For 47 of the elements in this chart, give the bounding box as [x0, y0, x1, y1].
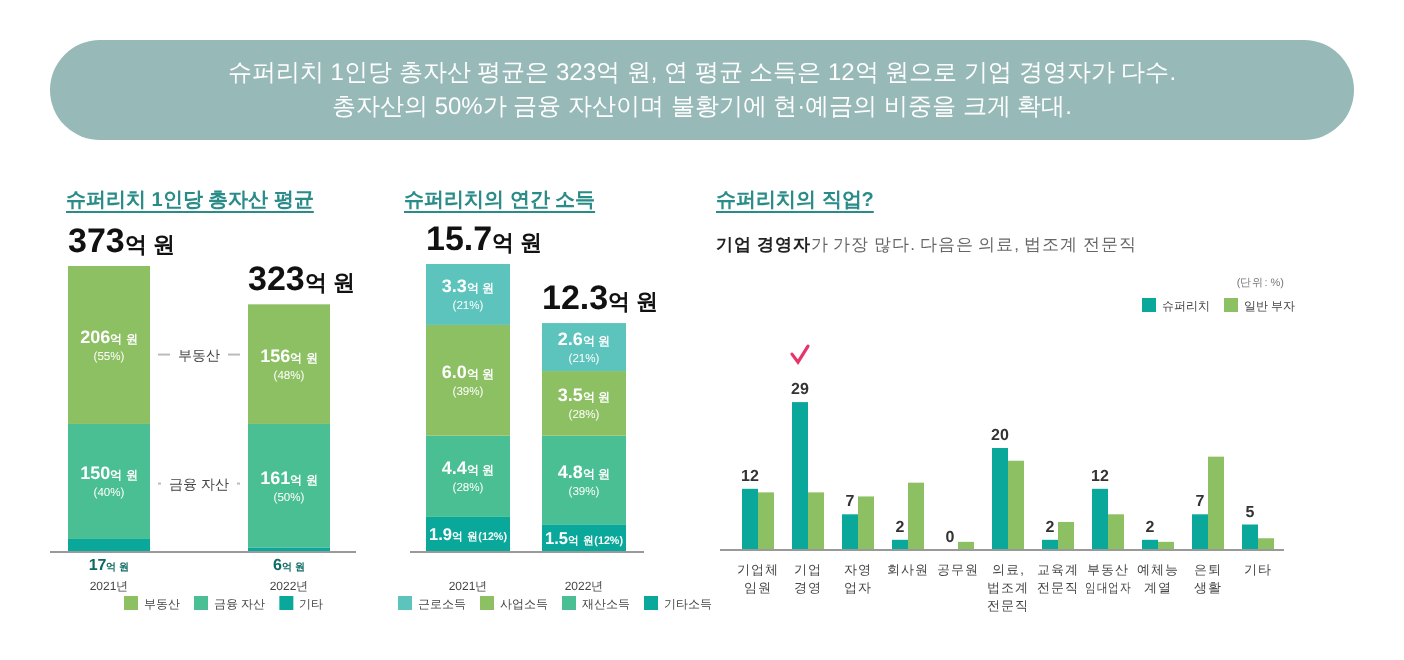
bar: [1108, 514, 1124, 550]
bar: [68, 266, 150, 424]
bar: [1258, 538, 1274, 550]
chart-title: 슈퍼리치의 연간 소득: [404, 190, 596, 212]
total-label: 323억 원: [248, 260, 355, 299]
bar: [1242, 524, 1258, 550]
total-label: 12.3억 원: [542, 279, 659, 318]
bar: [542, 435, 626, 525]
bar: [68, 538, 150, 552]
bar: [808, 492, 824, 550]
data-label: 7: [1195, 492, 1206, 511]
bar: [842, 514, 858, 550]
data-label: 2: [895, 517, 906, 536]
bar: [742, 488, 758, 550]
bar: [1208, 456, 1224, 550]
data-label: 2: [1045, 517, 1056, 536]
bar: [68, 423, 150, 539]
bar: [248, 423, 330, 548]
chart-title: 슈퍼리치 1인당 총자산 평균: [66, 190, 314, 212]
bar: [1092, 488, 1108, 550]
data-label: 0: [945, 528, 956, 546]
text: 슈퍼리치 1인당 총자산 평균은 323억 원, 연 평균 소득은 12억 원으로 기업 경영자가 다수.: [227, 58, 1177, 86]
chart-title: 슈퍼리치의 직업?: [716, 190, 874, 212]
data-label: 12: [1091, 466, 1110, 485]
bar: [248, 304, 330, 424]
bar: [1058, 521, 1074, 550]
bar: [992, 448, 1008, 550]
data-label: 20: [991, 426, 1010, 444]
bar: [542, 371, 626, 436]
bar: [858, 496, 874, 550]
chart-subtitle: 기업 경영자가 가장 많다. 다음은 의료, 법조계 전문직: [716, 234, 1137, 254]
data-label: 29: [791, 380, 810, 399]
bar: [758, 492, 774, 550]
data-label: 5: [1245, 502, 1256, 521]
bar: [908, 482, 924, 550]
data-label: 7: [845, 492, 856, 511]
data-label: 2: [1145, 517, 1156, 536]
bar: [1192, 514, 1208, 550]
bar: [426, 324, 510, 436]
bar: [426, 435, 510, 517]
total-label: 15.7억 원: [426, 220, 543, 258]
bar: [1008, 460, 1024, 550]
bar: [792, 402, 808, 550]
total-label: 373억 원: [68, 222, 175, 260]
text: 총자산의 50%가 금융 자산이며 불황기에 현·예금의 비중을 크게 확대.: [331, 92, 1073, 120]
bar: [426, 264, 510, 325]
data-label: 12: [741, 466, 760, 485]
